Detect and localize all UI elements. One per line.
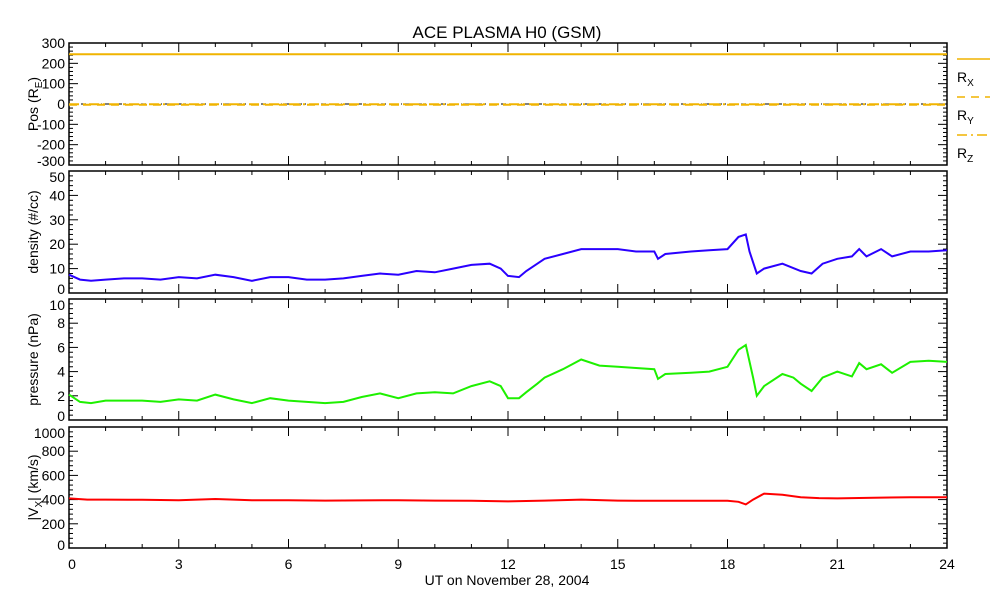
x-axis-label: UT on November 28, 2004 (425, 572, 590, 588)
y-tick-label: 100 (42, 76, 66, 92)
x-tick-label: 0 (68, 556, 76, 572)
y-axis-label: pressure (nPa) (25, 313, 41, 406)
y-tick-label: 30 (49, 212, 65, 228)
y-axis-label: |VX| (km/s) (25, 454, 45, 520)
panel-pressure: 0 2 4 6 8 10 pressure (nPa) (25, 297, 948, 424)
y-tick-label: 0 (57, 96, 65, 112)
panel-density: 0 10 20 30 40 50 density (#/cc) (25, 169, 948, 297)
chart-title: ACE PLASMA H0 (GSM) (413, 23, 602, 42)
y-tick-label: 8 (57, 315, 65, 331)
series-pressure (68, 343, 948, 405)
panel-frame (68, 298, 948, 421)
y-tick-label: 400 (42, 492, 66, 508)
series-vx (68, 492, 947, 506)
y-tick-label: 200 (42, 55, 66, 71)
x-tick-label: 24 (939, 556, 955, 572)
legend-label-z: RZ (957, 145, 973, 165)
panel-pos: -300-200 -100 0 100 200 300 Pos (RE) (25, 35, 948, 169)
x-tick-label: 12 (500, 556, 516, 572)
x-tick-label: 6 (285, 556, 293, 572)
y-tick-label: 4 (57, 364, 65, 380)
x-tick-label: 9 (394, 556, 402, 572)
y-tick-label: 20 (49, 236, 65, 252)
y-tick-label: 10 (49, 261, 65, 277)
y-tick-label: 0 (57, 408, 65, 424)
y-tick-label: 300 (42, 35, 66, 51)
y-tick-label: 800 (42, 443, 66, 459)
legend: RX RY RZ (957, 58, 990, 165)
y-axis-label: Pos (RE) (25, 77, 45, 131)
y-tick-label: 50 (49, 169, 65, 185)
y-tick-label: 1000 (34, 425, 65, 441)
x-tick-label: 18 (720, 556, 736, 572)
y-tick-label: 6 (57, 339, 65, 355)
x-tick-label: 15 (610, 556, 626, 572)
panel-vx: 0 200 400 600 800 1000 |VX| (km/s) 0 3 6 9 12 15 18 21… (25, 425, 955, 572)
y-tick-label: 200 (42, 516, 66, 532)
x-tick-label: 21 (829, 556, 845, 572)
y-tick-label: 40 (49, 187, 65, 203)
y-tick-label: 10 (49, 297, 65, 313)
y-tick-label: 2 (57, 388, 65, 404)
y-tick-label: -200 (37, 137, 65, 153)
legend-label-x: RX (957, 69, 974, 89)
y-axis-label: density (#/cc) (25, 190, 41, 273)
y-tick-label: 0 (57, 281, 65, 297)
panel-frame (68, 426, 948, 549)
y-tick-label: 0 (57, 537, 65, 553)
y-tick-label: 600 (42, 467, 66, 483)
y-tick-label: -300 (37, 153, 65, 169)
y-tick-label: -100 (37, 116, 65, 132)
series-density (68, 233, 948, 282)
legend-label-y: RY (957, 107, 974, 127)
x-tick-label: 3 (175, 556, 183, 572)
